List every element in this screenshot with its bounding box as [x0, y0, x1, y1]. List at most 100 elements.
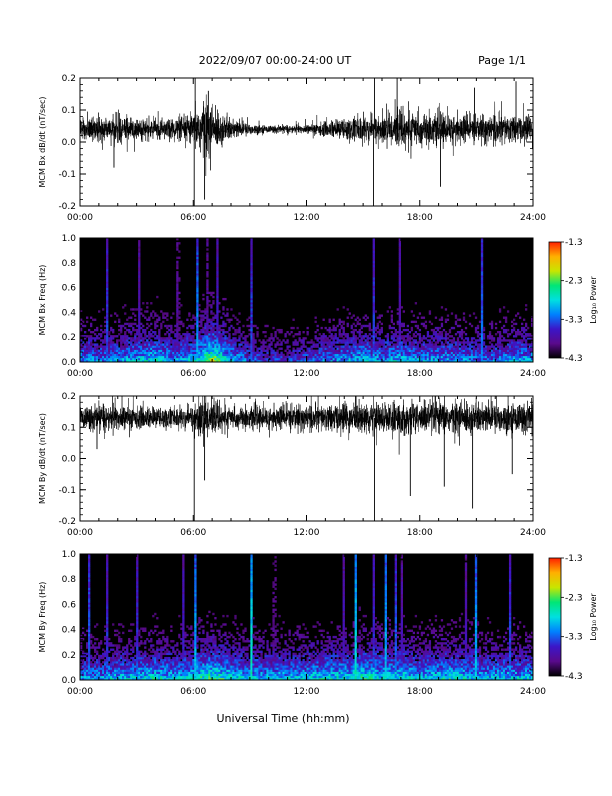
spectrogram-cell [90, 358, 92, 360]
spectrogram-cell [250, 246, 252, 248]
spectrogram-cell [156, 649, 158, 651]
spectrogram-cell [228, 337, 230, 339]
spectrogram-cell [194, 333, 196, 335]
spectrogram-cell [327, 343, 329, 345]
spectrogram-cell [198, 343, 200, 345]
spectrogram-cell [224, 337, 226, 339]
spectrogram-cell [142, 356, 144, 358]
spectrogram-cell [164, 354, 166, 356]
spectrogram-cell [389, 341, 391, 343]
spectrogram-cell [160, 632, 162, 634]
spectrogram-cell [162, 350, 164, 352]
x-tick-label: 24:00 [520, 213, 546, 223]
spectrogram-cell [184, 343, 186, 345]
spectrogram-cell [162, 649, 164, 651]
spectrogram-cell [106, 592, 108, 594]
spectrogram-cell [489, 345, 491, 347]
spectrogram-cell [270, 356, 272, 358]
spectrogram-cell [236, 358, 238, 360]
spectrogram-cell [337, 341, 339, 343]
spectrogram-cell [180, 358, 182, 360]
spectrogram-cell [439, 337, 441, 339]
spectrogram-cell [513, 329, 515, 331]
spectrogram-cell [467, 341, 469, 343]
spectrogram-cell [395, 329, 397, 331]
spectrogram-cell [150, 333, 152, 335]
spectrogram-cell [200, 323, 202, 325]
spectrogram-cell [88, 596, 90, 598]
spectrogram-cell [152, 649, 154, 651]
spectrogram-cell [88, 611, 90, 613]
spectrogram-cell [353, 329, 355, 331]
spectrogram-cell [110, 657, 112, 659]
spectrogram-cell [505, 345, 507, 347]
spectrogram-cell [132, 352, 134, 354]
spectrogram-cell [124, 323, 126, 325]
spectrogram-cell [88, 339, 90, 341]
spectrogram-cell [294, 339, 296, 341]
spectrogram-cell [473, 352, 475, 354]
spectrogram-cell [110, 644, 112, 646]
spectrogram-cell [138, 630, 140, 632]
spectrogram-cell [112, 644, 114, 646]
spectrogram-cell [417, 356, 419, 358]
spectrogram-cell [507, 345, 509, 347]
spectrogram-cell [88, 659, 90, 661]
spectrogram-cell [305, 345, 307, 347]
spectrogram-cell [419, 352, 421, 354]
spectrogram-cell [325, 348, 327, 350]
spectrogram-cell [98, 354, 100, 356]
spectrogram-cell [389, 356, 391, 358]
spectrogram-cell [248, 348, 250, 350]
spectrogram-cell [441, 352, 443, 354]
spectrogram-cell [214, 354, 216, 356]
spectrogram-cell [391, 356, 393, 358]
spectrogram-cell [118, 655, 120, 657]
spectrogram-cell [266, 352, 268, 354]
spectrogram-cell [132, 663, 134, 665]
spectrogram-cell [120, 667, 122, 669]
spectrogram-cell [112, 672, 114, 674]
spectrogram-cell [361, 354, 363, 356]
spectrogram-cell [138, 354, 140, 356]
spectrogram-cell [399, 306, 401, 308]
spectrogram-cell [222, 321, 224, 323]
spectrogram-cell [238, 358, 240, 360]
spectrogram-cell [222, 345, 224, 347]
spectrogram-cell [134, 333, 136, 335]
spectrogram-cell [481, 275, 483, 277]
spectrogram-cell [138, 290, 140, 292]
spectrogram-cell [110, 327, 112, 329]
spectrogram-cell [154, 653, 156, 655]
spectrogram-cell [238, 339, 240, 341]
x-tick-label: 12:00 [294, 213, 320, 223]
spectrogram-cell [507, 335, 509, 337]
spectrogram-cell [258, 348, 260, 350]
spectrogram-cell [481, 288, 483, 290]
spectrogram-cell [355, 352, 357, 354]
spectrogram-cell [198, 308, 200, 310]
spectrogram-cell [126, 352, 128, 354]
spectrogram-cell [106, 640, 108, 642]
spectrogram-cell [383, 354, 385, 356]
spectrogram-cell [305, 352, 307, 354]
spectrogram-cell [373, 323, 375, 325]
spectrogram-cell [473, 358, 475, 360]
spectrogram-cell [216, 277, 218, 279]
spectrogram-cell [236, 323, 238, 325]
panel-3-trace-group [80, 396, 533, 521]
spectrogram-cell [176, 663, 178, 665]
spectrogram-cell [168, 343, 170, 345]
spectrogram-cell [214, 314, 216, 316]
spectrogram-cell [176, 304, 178, 306]
spectrogram-cell [272, 327, 274, 329]
spectrogram-cell [206, 350, 208, 352]
spectrogram-cell [222, 323, 224, 325]
spectrogram-cell [515, 358, 517, 360]
spectrogram-cell [156, 337, 158, 339]
spectrogram-cell [339, 341, 341, 343]
spectrogram-cell [168, 352, 170, 354]
spectrogram-cell [172, 354, 174, 356]
spectrogram-cell [479, 345, 481, 347]
spectrogram-cell [242, 352, 244, 354]
